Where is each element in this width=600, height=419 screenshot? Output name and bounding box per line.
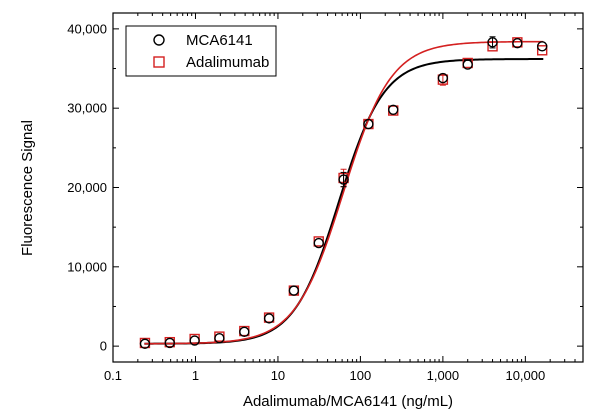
data-points [139,36,548,349]
point-mca6141 [338,174,349,185]
y-axis-title: Fluorescence Signal [19,120,36,256]
fit-curve-adalimumab [144,40,544,345]
point-mca6141 [263,313,275,324]
legend-label-adalimumab: Adalimumab [186,54,269,71]
point-mca6141 [536,41,548,52]
point-mca6141 [139,338,151,349]
y-axis: 0 10,000 20,000 30,000 40,000 [67,21,583,354]
point-mca6141 [214,333,225,344]
y-tick-label: 0 [100,339,107,354]
point-mca6141 [363,118,374,130]
point-mca6141 [487,37,498,48]
legend-marker-adalimumab [153,56,165,68]
x-tick-label: 100 [350,368,372,383]
point-adalimumab [536,45,548,56]
point-mca6141 [164,337,175,349]
x-tick-label: 1,000 [427,368,460,383]
legend-label-mca6141: MCA6141 [186,32,253,49]
x-axis: 0.1 1 10 100 1,000 10,000 [104,13,584,383]
point-mca6141 [437,72,449,84]
x-tick-label: 10 [271,368,285,383]
y-tick-label: 40,000 [67,21,107,36]
point-mca6141 [388,104,399,115]
legend-marker-mca6141 [153,34,165,46]
point-mca6141 [313,237,324,249]
y-tick-label: 20,000 [67,180,107,195]
point-mca6141 [189,335,200,346]
x-axis-title: Adalimumab/MCA6141 (ng/mL) [243,393,453,410]
point-mca6141 [462,59,473,70]
x-tick-label: 0.1 [104,368,122,383]
x-tick-label: 10,000 [505,368,545,383]
y-tick-label: 10,000 [67,259,107,274]
legend-box [125,25,277,77]
point-mca6141 [239,326,250,338]
point-mca6141 [512,37,523,49]
point-mca6141 [288,285,300,296]
legend: MCA6141 Adalimumab [125,25,277,77]
y-tick-label: 30,000 [67,101,107,116]
x-tick-label: 1 [192,368,199,383]
